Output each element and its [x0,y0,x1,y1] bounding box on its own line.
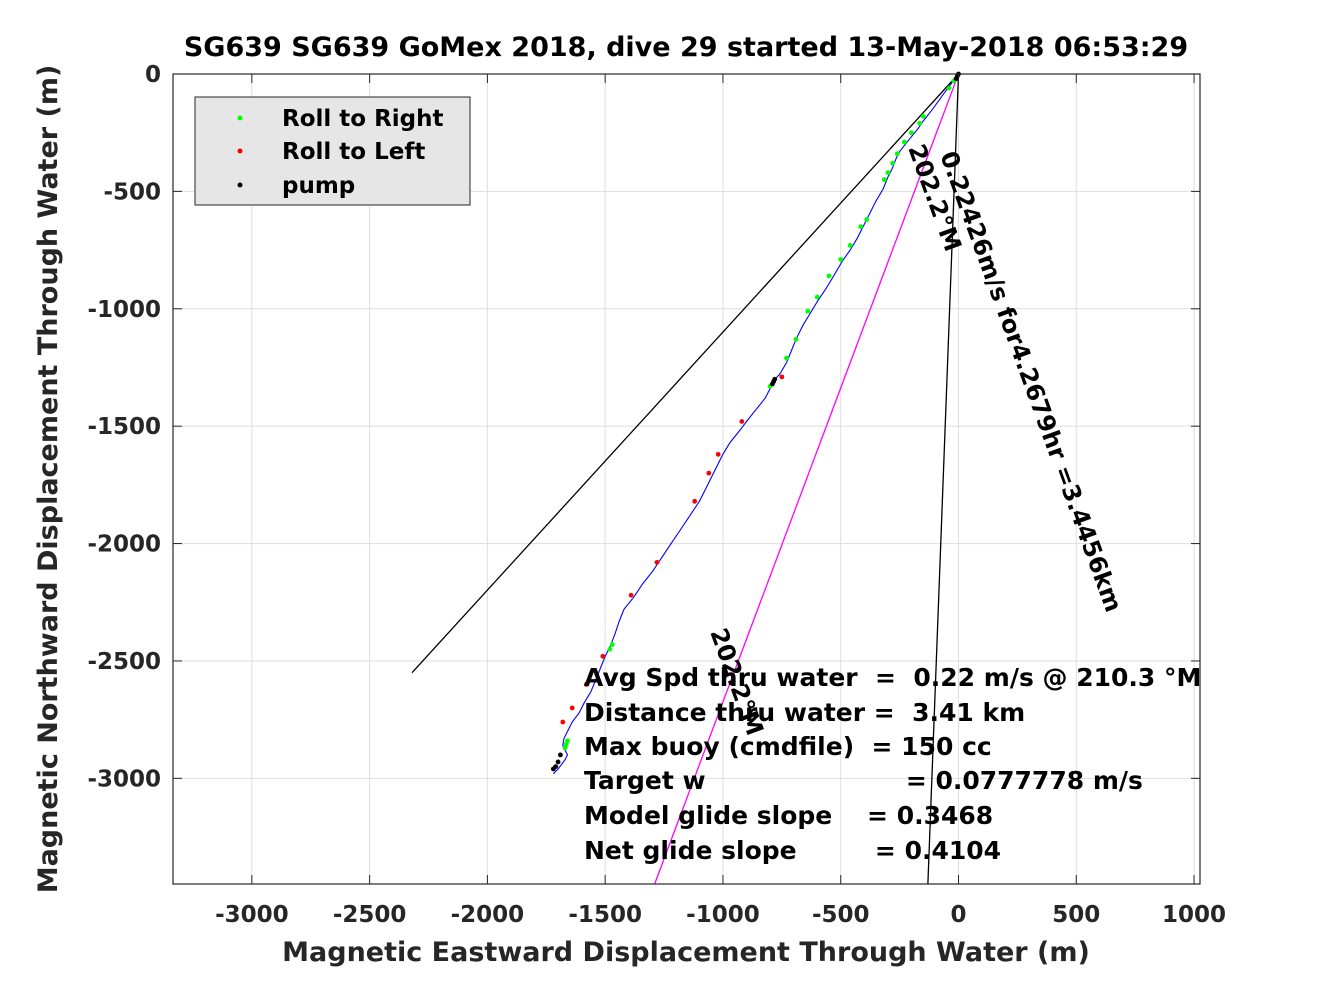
guide-line-1 [927,73,960,885]
roll-right-point [901,139,907,145]
roll-right-point [609,642,615,647]
roll-right-point [890,160,895,166]
roll-right-point [793,336,799,342]
roll-left-point [739,419,745,424]
legend: Roll to Right Roll to Left pump [194,96,471,206]
x-tick-label: -1500 [568,902,642,928]
guide-lines [411,73,960,885]
roll-right-point [885,170,891,176]
roll-left-point [779,374,785,380]
stat-net-glide-slope: Net glide slope = 0.4104 [584,836,1001,865]
legend-label-roll-right: Roll to Right [282,106,444,132]
stat-distance: Distance thru water = 3.41 km [584,698,1025,727]
roll-right-point [847,242,853,248]
roll-left-point [715,451,721,457]
roll-left-point [706,470,712,476]
roll-right-point [814,294,820,300]
stat-target-w: Target w = 0.0777778 m/s [584,766,1143,795]
stats-block: Avg Spd thru water = 0.22 m/s @ 210.3 °M… [584,663,1201,865]
x-ticks: -3000 -2500 -2000 -1500 -1000 -500 0 500 1000 [215,74,1226,928]
roll-left-point [583,682,589,687]
stat-max-buoy: Max buoy (cmdfile) = 150 cc [584,732,992,761]
guide-line-2 [654,73,960,885]
roll-left-point [569,705,575,711]
y-ticks: 0 -500 -1000 -1500 -2000 -2500 -3000 [87,62,1200,792]
stat-model-glide-slope: Model glide slope = 0.3468 [584,801,993,830]
x-tick-label: 0 [950,902,966,928]
roll-left-point [692,498,698,504]
track-line [553,73,959,775]
x-tick-label: -500 [812,902,870,928]
roll-left-point [628,592,634,598]
x-tick-label: -2000 [451,902,525,928]
y-tick-label: -3000 [87,766,161,792]
y-tick-label: -2000 [87,532,161,558]
chart-title: SG639 SG639 GoMex 2018, dive 29 started … [184,32,1188,63]
roll-right-point [920,113,926,119]
y-tick-label: -1000 [87,297,161,323]
legend-marker-roll-right [237,115,243,121]
y-axis-label: Magnetic Northward Displacement Through … [33,65,64,894]
pump-point [770,381,775,387]
roll-right-point [805,308,811,314]
legend-marker-pump [237,182,243,188]
pump-point [555,759,561,765]
roll-right-point [908,130,914,136]
roll-right-point [864,217,870,222]
y-tick-label: -2500 [87,649,161,675]
x-tick-label: -1000 [686,902,760,928]
x-axis-label: Magnetic Eastward Displacement Through W… [282,937,1090,968]
legend-label-roll-left: Roll to Left [282,139,425,165]
roll-right-point [607,646,613,652]
stat-avg-speed: Avg Spd thru water = 0.22 m/s @ 210.3 °M [584,663,1201,692]
pump-point [953,76,959,82]
x-tick-label: -2500 [333,902,407,928]
data-series [550,71,961,775]
roll-right-point [894,151,900,157]
y-tick-label: 0 [145,62,161,88]
roll-left-point [654,559,660,565]
roll-right-point [858,224,864,230]
y-tick-label: -500 [103,179,161,205]
legend-marker-roll-left [237,148,243,154]
legend-label-pump: pump [282,173,355,199]
y-tick-label: -1500 [87,414,161,440]
pump-point [558,752,563,758]
roll-right-point [562,745,568,751]
roll-right-point [784,355,789,361]
roll-left-point [560,719,566,725]
roll-right-point [838,257,844,262]
roll-right-point [826,273,832,279]
plot-frame [172,73,1201,885]
roll-left-point [600,653,606,659]
roll-right-point [946,85,952,91]
pump-point [550,766,556,772]
guide-line-0 [411,73,959,674]
x-tick-label: 1000 [1162,902,1226,928]
x-tick-label: 500 [1052,902,1100,928]
roll-right-point [881,177,887,183]
roll-right-point [917,120,923,126]
x-tick-label: -3000 [215,902,289,928]
